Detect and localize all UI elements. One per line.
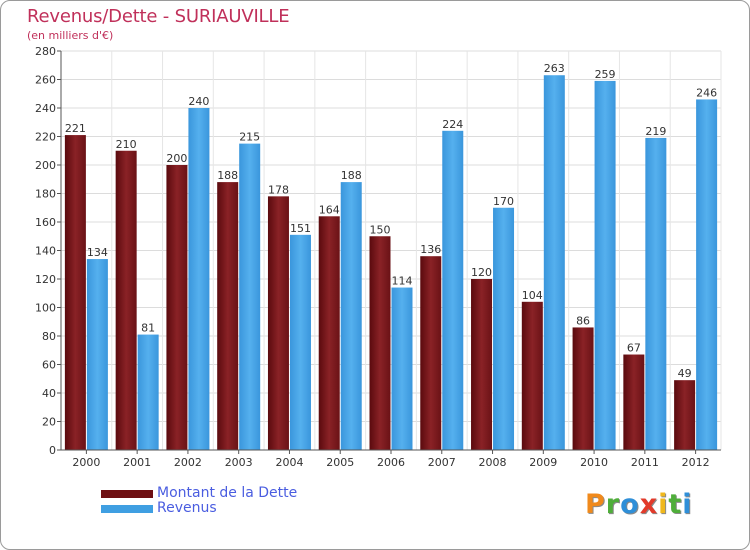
data-label-debt: 120 xyxy=(471,266,492,279)
legend-label-debt: Montant de la Dette xyxy=(157,485,298,501)
x-tick-label: 2006 xyxy=(377,456,405,469)
data-label-revenus: 240 xyxy=(188,95,209,108)
bar-debt xyxy=(521,301,543,450)
data-label-revenus: 170 xyxy=(493,195,514,208)
y-tick-label: 160 xyxy=(35,216,56,229)
data-label-debt: 136 xyxy=(420,243,441,256)
bar-revenus xyxy=(645,137,667,451)
data-label-revenus: 151 xyxy=(290,222,311,235)
data-label-revenus: 215 xyxy=(239,131,260,144)
bar-revenus xyxy=(594,80,616,451)
legend-item-debt: Montant de la Dette xyxy=(101,486,297,501)
y-tick-label: 260 xyxy=(35,74,56,87)
bar-revenus xyxy=(86,259,108,450)
bar-debt xyxy=(166,165,188,450)
y-tick-label: 20 xyxy=(42,416,56,429)
y-tick-label: 100 xyxy=(35,302,56,315)
data-label-debt: 221 xyxy=(65,122,86,135)
data-label-revenus: 81 xyxy=(141,322,155,335)
data-label-debt: 164 xyxy=(319,203,340,216)
x-tick-label: 2005 xyxy=(326,456,354,469)
legend-label-revenus: Revenus xyxy=(157,500,217,516)
bar-debt xyxy=(64,135,86,450)
x-tick-label: 2004 xyxy=(275,456,303,469)
y-tick-label: 80 xyxy=(42,330,56,343)
y-tick-label: 0 xyxy=(49,444,56,457)
bar-revenus xyxy=(543,75,565,450)
data-label-debt: 200 xyxy=(166,152,187,165)
y-tick-label: 120 xyxy=(35,273,56,286)
y-tick-label: 220 xyxy=(35,131,56,144)
chart-subtitle: (en milliers d'€) xyxy=(27,29,114,42)
logo-letter: o xyxy=(620,489,640,520)
x-tick-label: 2009 xyxy=(529,456,557,469)
legend-item-revenus: Revenus xyxy=(101,501,297,516)
y-tick-label: 60 xyxy=(42,359,56,372)
bar-revenus xyxy=(289,234,311,450)
y-tick-label: 40 xyxy=(42,387,56,400)
bar-debt xyxy=(115,150,137,450)
data-label-debt: 210 xyxy=(116,138,137,151)
data-label-revenus: 263 xyxy=(544,62,565,75)
data-label-debt: 178 xyxy=(268,183,289,196)
bar-revenus xyxy=(340,182,362,450)
chart-title: Revenus/Dette - SURIAUVILLE xyxy=(27,6,290,27)
data-label-revenus: 188 xyxy=(341,169,362,182)
logo-letter: P xyxy=(585,489,606,520)
x-tick-label: 2002 xyxy=(174,456,202,469)
logo-letter: r xyxy=(605,489,621,520)
legend-swatch-revenus xyxy=(101,504,153,513)
x-tick-label: 2012 xyxy=(682,456,710,469)
bar-revenus xyxy=(188,108,210,450)
y-tick-label: 140 xyxy=(35,245,56,258)
x-tick-label: 2010 xyxy=(580,456,608,469)
data-label-revenus: 134 xyxy=(87,246,108,259)
x-tick-label: 2001 xyxy=(123,456,151,469)
x-tick-label: 2007 xyxy=(428,456,456,469)
data-label-debt: 188 xyxy=(217,169,238,182)
data-label-revenus: 246 xyxy=(696,86,717,99)
data-label-revenus: 114 xyxy=(392,275,413,288)
bar-debt xyxy=(369,236,391,450)
data-label-revenus: 224 xyxy=(442,118,463,131)
legend-swatch-debt xyxy=(101,489,153,498)
x-tick-label: 2003 xyxy=(225,456,253,469)
proxiti-logo: Proxiti xyxy=(585,489,693,520)
x-tick-label: 2000 xyxy=(72,456,100,469)
bar-debt xyxy=(471,279,493,450)
y-tick-label: 240 xyxy=(35,102,56,115)
bar-revenus xyxy=(137,334,159,450)
bar-debt xyxy=(572,327,594,450)
y-tick-label: 200 xyxy=(35,159,56,172)
data-label-revenus: 219 xyxy=(645,125,666,138)
data-label-debt: 104 xyxy=(522,289,543,302)
bar-debt xyxy=(623,354,645,450)
chart-legend: Montant de la Dette Revenus xyxy=(101,486,297,516)
data-label-debt: 67 xyxy=(627,342,641,355)
bar-revenus xyxy=(239,143,261,450)
logo-letter: i xyxy=(682,489,693,520)
bar-debt xyxy=(420,256,442,450)
bar-revenus xyxy=(442,130,464,451)
y-tick-label: 280 xyxy=(35,45,56,58)
data-label-debt: 86 xyxy=(576,314,590,327)
logo-letter: i xyxy=(658,489,669,520)
data-label-revenus: 259 xyxy=(595,68,616,81)
data-label-debt: 49 xyxy=(678,367,692,380)
y-tick-label: 180 xyxy=(35,188,56,201)
bar-debt xyxy=(217,182,239,450)
bar-debt xyxy=(674,380,696,450)
data-label-debt: 150 xyxy=(370,223,391,236)
bar-debt xyxy=(267,196,289,450)
logo-letter: x xyxy=(639,489,659,520)
x-tick-label: 2011 xyxy=(631,456,659,469)
x-tick-label: 2008 xyxy=(479,456,507,469)
bar-revenus xyxy=(493,207,515,450)
logo-letter: t xyxy=(668,489,683,520)
bar-debt xyxy=(318,216,340,450)
bar-revenus xyxy=(391,287,413,450)
bar-revenus xyxy=(696,99,718,450)
